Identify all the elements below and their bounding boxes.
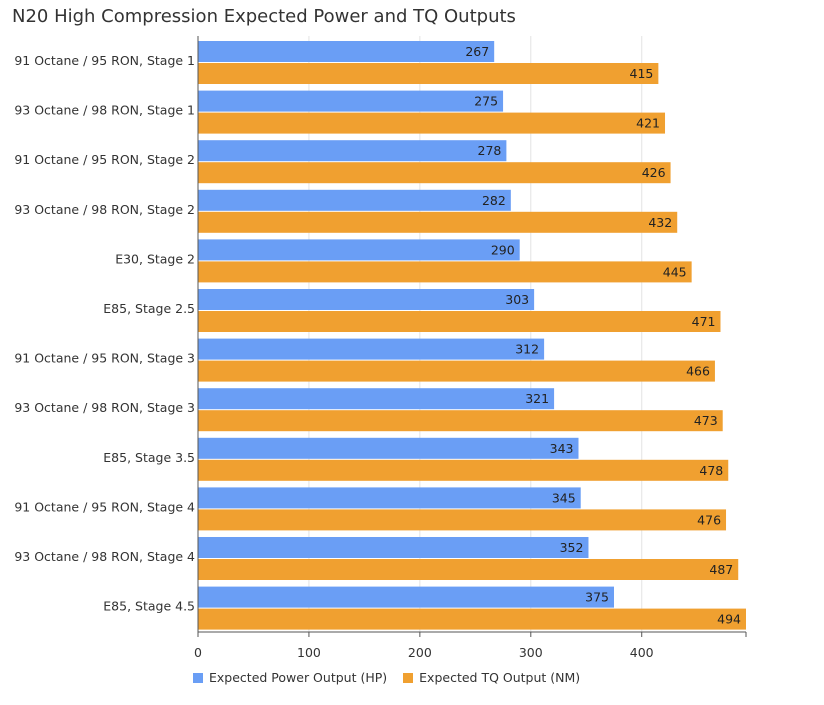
bar-value-label: 290 [491,242,515,257]
bar-power [198,140,507,162]
bar-torque [198,112,666,134]
bar-torque [198,509,727,531]
category-label: 93 Octane / 98 RON, Stage 1 [14,103,195,118]
bar-torque [198,211,678,233]
category-label: E30, Stage 2 [115,251,195,266]
x-tick-label: 100 [297,645,321,660]
x-tick-label: 300 [519,645,543,660]
bar-value-label: 343 [550,441,574,456]
bar-value-label: 476 [697,512,721,527]
x-tick-label: 0 [194,645,202,660]
bar-value-label: 487 [709,562,733,577]
bar-value-label: 466 [686,364,710,379]
bar-power [198,586,614,608]
category-label: 91 Octane / 95 RON, Stage 4 [14,499,195,514]
bar-power [198,338,545,360]
bar-torque [198,608,746,630]
bar-value-label: 303 [505,292,529,307]
bar-torque [198,162,671,184]
x-tick-label: 400 [630,645,654,660]
bar-power [198,90,504,112]
bar-power [198,437,579,459]
bar-power [198,388,555,410]
category-label: 93 Octane / 98 RON, Stage 4 [14,549,195,564]
bar-value-label: 275 [474,94,498,109]
bar-value-label: 478 [699,463,723,478]
bar-value-label: 352 [560,540,584,555]
bar-torque [198,410,723,432]
bar-power [198,41,495,62]
legend-swatch-torque [403,672,414,683]
bar-value-label: 375 [585,590,609,605]
chart-legend: Expected Power Output (HP) Expected TQ O… [193,670,580,685]
category-label: 91 Octane / 95 RON, Stage 1 [14,53,195,68]
legend-swatch-power [193,672,203,683]
category-label: 91 Octane / 95 RON, Stage 3 [14,351,195,366]
bar-torque [198,261,692,283]
bar-value-label: 445 [663,264,687,279]
category-label: 93 Octane / 98 RON, Stage 2 [14,202,195,217]
bar-value-label: 473 [694,413,718,428]
bar-value-label: 471 [692,314,716,329]
bar-value-label: 345 [552,490,576,505]
category-label: 91 Octane / 95 RON, Stage 2 [14,152,195,167]
bar-value-label: 432 [648,215,672,230]
bar-value-label: 278 [478,143,502,158]
bar-value-label: 494 [717,612,741,627]
bar-value-label: 312 [515,342,539,357]
category-label: E85, Stage 4.5 [103,599,195,614]
bar-value-label: 415 [630,66,654,81]
bar-torque [198,63,659,84]
x-tick-label: 200 [408,645,432,660]
bar-torque [198,459,729,481]
bar-power [198,487,581,509]
legend-item-power[interactable]: Expected Power Output (HP) [193,670,387,685]
legend-label-power: Expected Power Output (HP) [209,670,388,685]
bar-value-label: 282 [482,193,506,208]
bar-value-label: 426 [642,165,666,180]
category-label: E85, Stage 2.5 [103,301,195,316]
legend-label-torque: Expected TQ Output (NM) [419,670,581,685]
bar-value-label: 267 [465,44,489,59]
bar-power [198,289,535,310]
bar-value-label: 421 [636,116,660,131]
bar-torque [198,311,721,332]
bar-torque [198,559,739,580]
category-label: E85, Stage 3.5 [103,450,195,465]
bar-torque [198,360,715,382]
chart-title: N20 High Compression Expected Power and … [12,6,516,27]
bar-power [198,537,589,558]
category-label: 93 Octane / 98 RON, Stage 3 [14,400,195,415]
legend-item-torque[interactable]: Expected TQ Output (NM) [403,670,580,685]
bar-power [198,239,520,261]
bar-value-label: 321 [525,391,549,406]
bar-power [198,189,511,211]
